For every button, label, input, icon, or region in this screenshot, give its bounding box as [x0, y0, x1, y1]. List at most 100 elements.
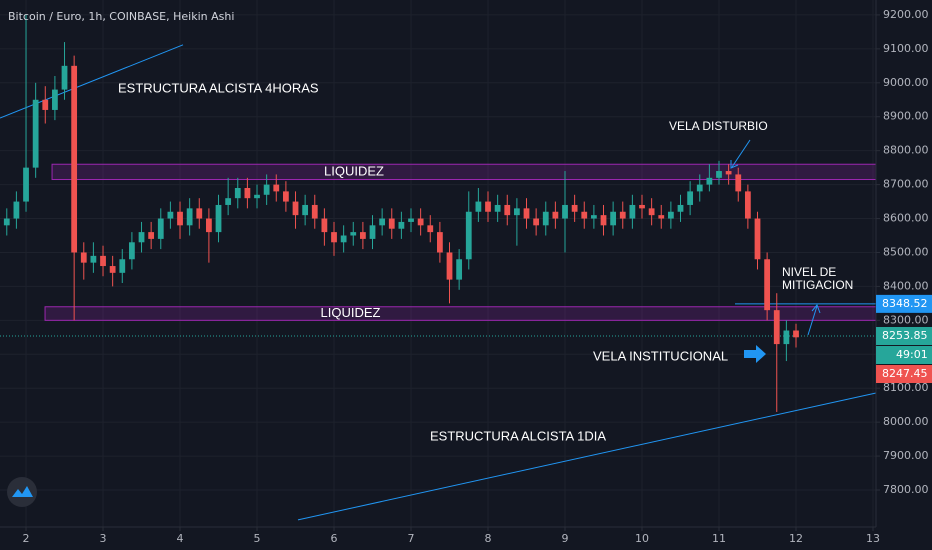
y-tick-label: 8900.00 — [883, 110, 929, 123]
axes: 7800.007900.008000.008100.008200.008300.… — [23, 8, 932, 545]
candle-body — [475, 201, 482, 212]
x-tick-label: 2 — [23, 532, 30, 545]
y-tick-label: 7800.00 — [883, 483, 929, 496]
drawings: LIQUIDEZ LIQUIDEZ — [0, 44, 877, 521]
trend-line — [0, 44, 184, 119]
candle-body — [3, 218, 10, 226]
candle-body — [369, 225, 376, 239]
zone — [51, 163, 877, 181]
arrow — [744, 345, 766, 363]
countdown-box — [876, 346, 932, 365]
candle-body — [523, 208, 530, 219]
candle-body — [273, 184, 280, 192]
candle-body — [302, 204, 309, 216]
candle-body — [571, 204, 578, 212]
candle-body — [773, 310, 780, 345]
candle-body — [735, 174, 742, 192]
y-tick-label: 9000.00 — [883, 76, 929, 89]
price-label-box — [876, 365, 932, 384]
y-tick-label: 9200.00 — [883, 8, 929, 21]
y-tick-label: 9100.00 — [883, 42, 929, 55]
trend-line — [297, 392, 877, 521]
candle-body — [350, 232, 357, 236]
candle-body — [360, 232, 366, 239]
x-tick-label: 4 — [177, 532, 184, 545]
x-tick-label: 6 — [331, 532, 338, 545]
candle-body — [71, 65, 78, 253]
candle-body — [292, 201, 299, 216]
zone — [44, 306, 877, 321]
candle-body — [667, 211, 674, 219]
candle-body — [388, 218, 395, 229]
candle-body — [331, 232, 337, 243]
candle-body — [196, 208, 203, 219]
candle-body — [427, 225, 434, 233]
annotation: VELA INSTITUCIONAL — [593, 348, 728, 363]
y-tick-label: 8400.00 — [883, 279, 929, 292]
candle-body — [533, 218, 540, 226]
candle-body — [513, 208, 520, 216]
candle-body — [148, 232, 155, 239]
candle-body — [764, 259, 771, 311]
candle-body — [687, 191, 694, 205]
candle-body — [542, 211, 549, 226]
candle-body — [744, 191, 751, 219]
logo-mark — [12, 486, 33, 497]
candle-body — [706, 177, 713, 185]
candle-body — [629, 204, 636, 219]
candle-body — [504, 204, 511, 216]
candle-body — [456, 259, 463, 280]
candle-body — [436, 232, 443, 253]
y-tick-label: 8800.00 — [883, 144, 929, 157]
x-tick-label: 11 — [712, 532, 726, 545]
y-tick-label: 7900.00 — [883, 449, 929, 462]
logo-circle — [7, 477, 37, 507]
candle-body — [754, 218, 761, 260]
x-tick-label: 3 — [100, 532, 107, 545]
candle-body — [600, 215, 607, 226]
candle-body — [494, 204, 501, 212]
arrow-head — [811, 304, 821, 314]
price-label-box — [876, 327, 932, 346]
candle-body — [793, 330, 799, 338]
y-tick-label: 8100.00 — [883, 381, 929, 394]
arrow — [807, 305, 818, 336]
candle-body — [234, 187, 241, 199]
candle-body — [52, 89, 58, 110]
candle-body — [716, 171, 722, 178]
candle-body — [61, 65, 68, 90]
candle-body — [263, 184, 270, 195]
candle-body — [725, 171, 732, 175]
arrow-head — [730, 160, 739, 169]
zone-label: LIQUIDEZ — [324, 163, 384, 178]
candle-body — [13, 201, 20, 219]
x-tick-label: 13 — [866, 532, 880, 545]
candle-body — [408, 218, 414, 222]
x-tick-label: 5 — [254, 532, 261, 545]
candle-body — [311, 204, 318, 219]
candle-body — [648, 208, 655, 216]
x-tick-label: 12 — [789, 532, 803, 545]
logo — [7, 477, 37, 507]
candle-body — [552, 211, 559, 219]
candle-body — [80, 252, 87, 263]
candle-body — [157, 218, 164, 239]
y-tick-label: 8700.00 — [883, 178, 929, 191]
candle-body — [225, 198, 232, 205]
zone-label: LIQUIDEZ — [321, 305, 381, 320]
y-tick-label: 8000.00 — [883, 415, 929, 428]
arrow — [731, 139, 751, 168]
candle-body — [696, 184, 703, 192]
candle-body — [465, 211, 472, 260]
candles — [3, 14, 799, 412]
candle-body — [619, 211, 626, 219]
annotation: NIVEL DE — [782, 265, 836, 279]
x-tick-label: 9 — [562, 532, 569, 545]
candle-body — [562, 204, 568, 219]
candle-body — [639, 204, 645, 209]
candle-body — [167, 211, 174, 219]
annotations: ESTRUCTURA ALCISTA 4HORAS VELA DISTURBIO… — [118, 80, 853, 443]
candle-body — [677, 204, 684, 212]
